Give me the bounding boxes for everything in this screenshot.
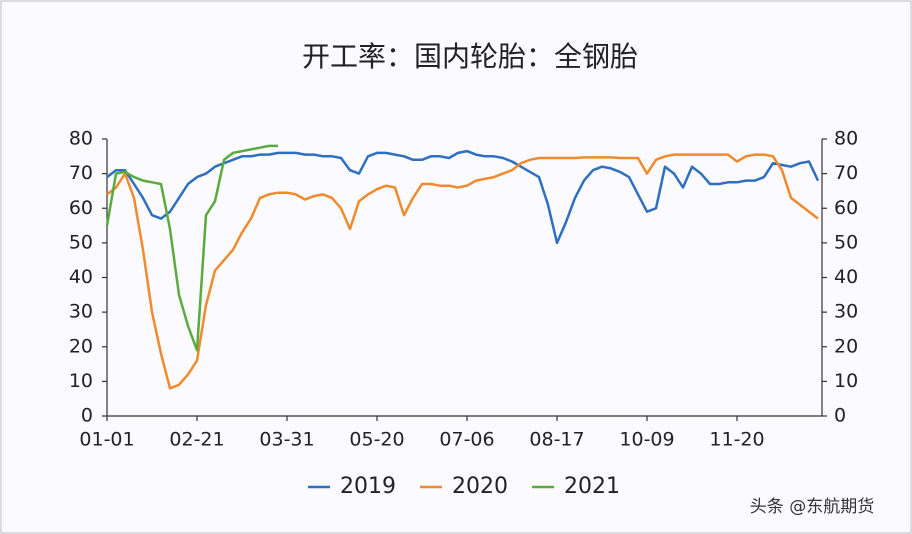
y-tick-label: 40	[69, 266, 93, 288]
y-tick-label: 0	[81, 405, 93, 427]
y2-tick-label: 10	[834, 370, 858, 392]
y2-tick-label: 30	[834, 301, 858, 323]
x-tick-label: 01-01	[79, 429, 134, 451]
y2-tick-label: 50	[834, 231, 858, 253]
x-tick-label: 10-09	[619, 429, 674, 451]
y-tick-label: 10	[69, 370, 93, 392]
legend-label: 2019	[340, 474, 396, 499]
y-tick-label: 50	[69, 231, 93, 253]
y-tick-label: 20	[69, 335, 93, 357]
x-tick-label: 03-31	[259, 429, 314, 451]
y2-tick-label: 0	[834, 405, 846, 427]
y2-tick-label: 70	[834, 162, 858, 184]
series-line	[105, 144, 278, 352]
y2-tick-label: 60	[834, 197, 858, 219]
y-tick-label: 30	[69, 301, 93, 323]
x-tick-label: 02-21	[169, 429, 224, 451]
y-tick-label: 70	[69, 162, 93, 184]
x-tick-label: 05-20	[349, 429, 404, 451]
x-tick-label: 07-06	[439, 429, 494, 451]
y-tick-label: 60	[69, 197, 93, 219]
legend-label: 2020	[452, 474, 508, 499]
series-line	[106, 149, 820, 245]
y2-tick-label: 40	[834, 266, 858, 288]
series-line	[106, 153, 819, 390]
y-tick-label: 80	[69, 128, 93, 150]
chart-title: 开工率：国内轮胎：全钢胎	[302, 40, 638, 73]
x-tick-label: 11-20	[709, 429, 764, 451]
watermark: 头条 @东航期货	[750, 497, 874, 517]
legend-label: 2021	[564, 474, 620, 499]
y2-tick-label: 20	[834, 335, 858, 357]
x-tick-label: 08-17	[529, 429, 584, 451]
y2-tick-label: 80	[834, 128, 858, 150]
